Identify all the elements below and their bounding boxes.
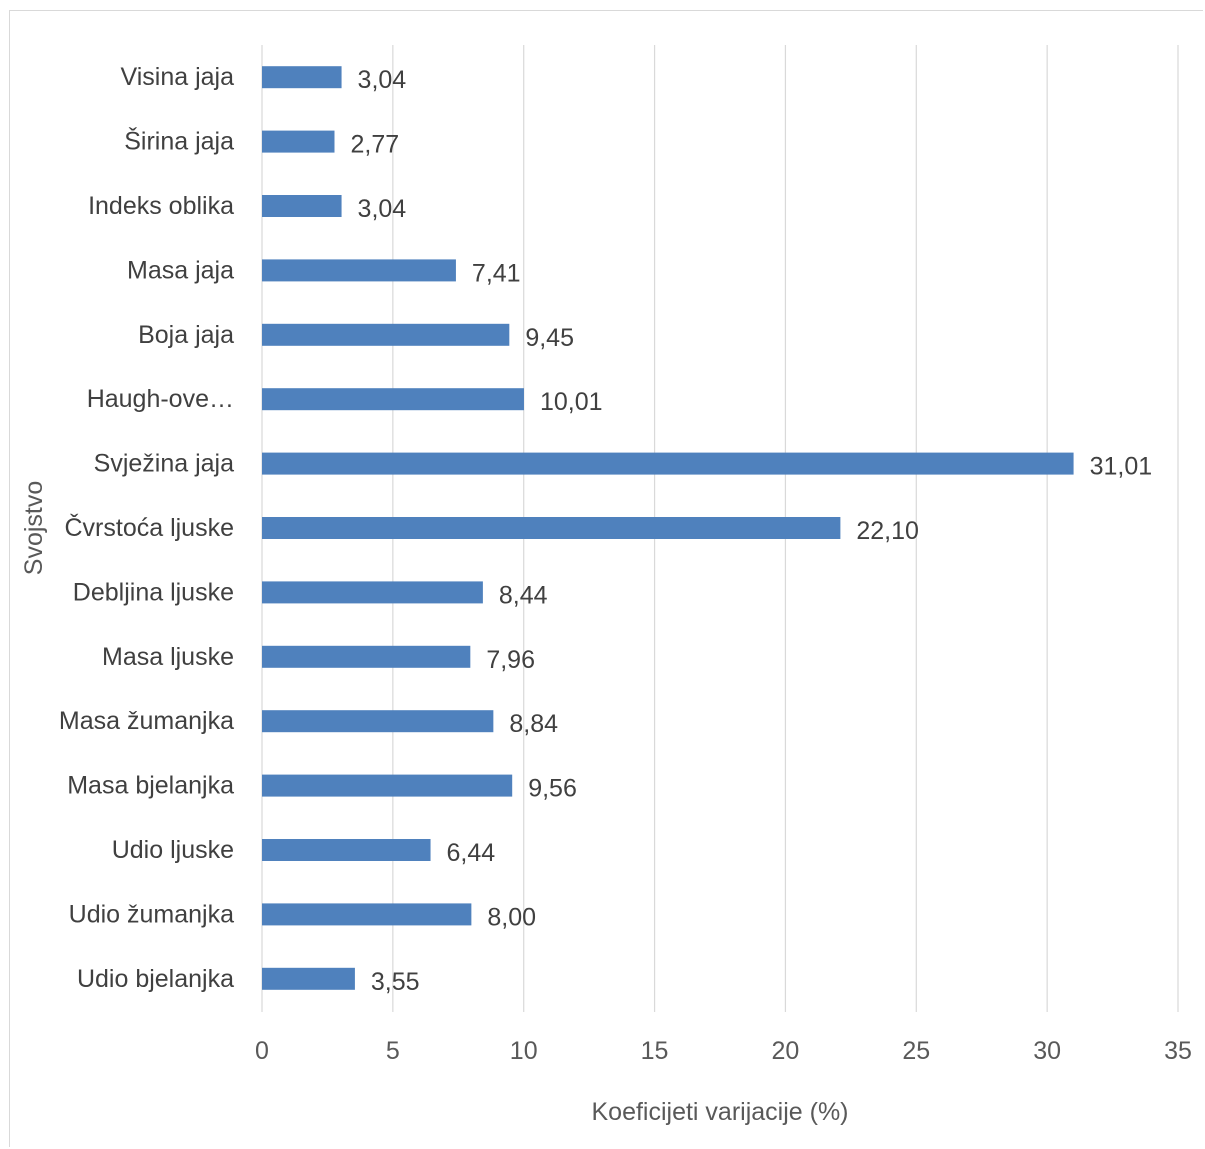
bar (262, 66, 342, 89)
bar (262, 195, 342, 217)
data-label: 3,55 (371, 968, 420, 996)
category-label: Masa žumanjka (59, 707, 234, 735)
category-label: Udio žumanjka (69, 900, 234, 928)
category-label: Masa bjelanjka (67, 772, 234, 800)
category-label: Masa ljuske (102, 643, 234, 671)
data-label: 31,01 (1090, 453, 1153, 481)
bar (262, 581, 483, 604)
bar (262, 259, 456, 282)
category-label: Debljina ljuske (73, 578, 234, 606)
data-label: 3,04 (358, 195, 407, 223)
bars (262, 66, 1074, 990)
category-label: Masa jaja (127, 256, 234, 284)
data-label: 2,77 (350, 131, 399, 159)
data-label: 6,44 (447, 839, 496, 867)
category-label: Udio bjelanjka (77, 965, 234, 993)
bar (262, 839, 431, 861)
x-tick-label: 30 (1033, 1037, 1061, 1065)
x-axis-title: Koeficijeti varijacije (%) (591, 1098, 848, 1126)
x-tick-label: 5 (386, 1037, 400, 1065)
data-label: 8,44 (499, 581, 548, 609)
data-label: 8,00 (487, 903, 536, 931)
x-tick-label: 0 (255, 1037, 269, 1065)
category-label: Širina jaja (124, 127, 234, 156)
data-label: 10,01 (540, 388, 603, 416)
bar (262, 130, 335, 153)
bar (262, 903, 472, 926)
x-tick-label: 25 (902, 1037, 930, 1065)
y-axis-title: Svojstvo (20, 481, 48, 575)
category-label: Udio ljuske (112, 836, 234, 864)
x-tick-labels: 0 5 10 15 20 25 30 35 (255, 1037, 1192, 1065)
data-label: 7,41 (472, 259, 521, 287)
x-tick-label: 10 (510, 1037, 538, 1065)
x-tick-label: 15 (641, 1037, 669, 1065)
data-label: 7,96 (486, 646, 535, 674)
data-label: 8,84 (509, 710, 558, 738)
category-label: Haugh-ove… (87, 385, 234, 413)
bar (262, 710, 494, 733)
category-label: Svježina jaja (94, 450, 234, 478)
data-label: 22,10 (856, 517, 919, 545)
data-label: 3,04 (358, 66, 407, 94)
category-label: Visina jaja (120, 63, 234, 91)
category-label: Indeks oblika (88, 192, 234, 220)
category-label: Boja jaja (138, 321, 234, 349)
data-label: 9,56 (528, 775, 577, 803)
data-label: 9,45 (525, 324, 574, 352)
bar (262, 967, 355, 990)
category-label: Čvrstoća ljuske (65, 513, 235, 542)
bar (262, 323, 510, 346)
bar (262, 388, 524, 411)
bar (262, 452, 1074, 475)
bar (262, 517, 841, 539)
x-tick-label: 20 (772, 1037, 800, 1065)
x-tick-label: 35 (1164, 1037, 1192, 1065)
bar (262, 774, 513, 797)
category-labels: Visina jaja Širina jaja Indeks oblika Masa … (59, 63, 234, 993)
chart-area-border (9, 10, 1203, 1147)
bar (262, 645, 471, 668)
value-labels: 3,04 2,77 3,04 7,41 9,45 10,01 31,01 22,10 8,44 7… (350, 66, 1152, 996)
